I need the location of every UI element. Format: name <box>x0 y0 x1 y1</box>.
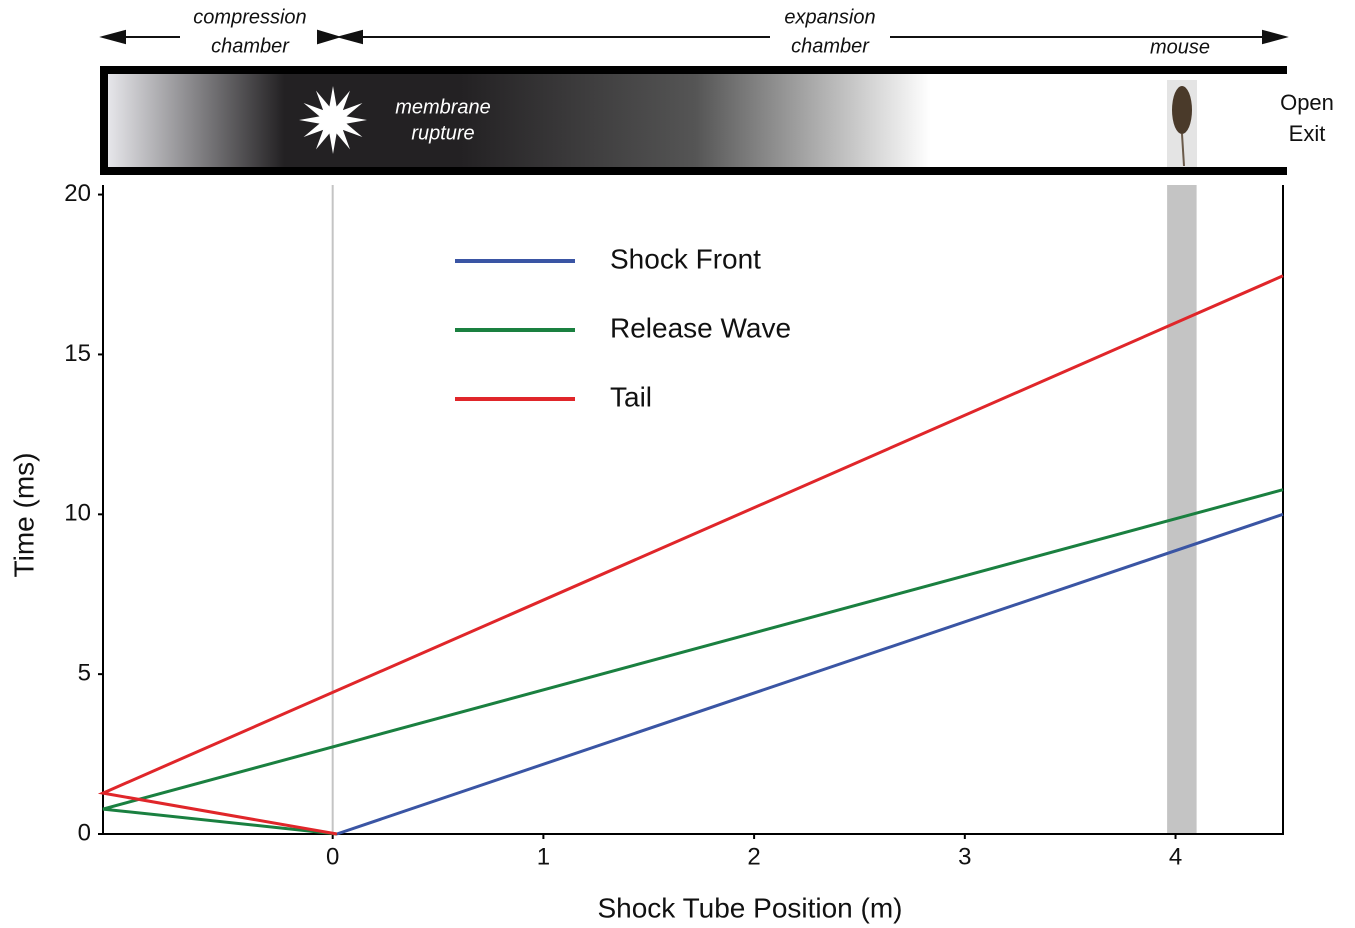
expansion-label: chamber <box>791 35 870 57</box>
y-tick-label: 5 <box>78 659 91 686</box>
chart: compression chamber expansion chamber mo… <box>0 0 1355 928</box>
x-tick-label: 2 <box>747 843 760 870</box>
x-tick-label: 1 <box>537 843 550 870</box>
compression-label: compression <box>193 6 306 28</box>
axis-frame <box>103 185 1283 834</box>
y-tick-label: 10 <box>64 500 91 527</box>
y-axis-title: Time (ms) <box>8 453 39 578</box>
mouse-label: mouse <box>1150 36 1210 58</box>
mouse-band <box>1167 185 1197 834</box>
legend-label: Shock Front <box>610 243 761 274</box>
y-tick-label: 0 <box>78 819 91 846</box>
x-axis-title: Shock Tube Position (m) <box>597 892 902 923</box>
rupture-label: membrane <box>395 96 491 118</box>
exit-label: Open <box>1280 90 1334 115</box>
y-tick-label: 15 <box>64 340 91 367</box>
series-line <box>103 276 1283 834</box>
y-tick-label: 20 <box>64 180 91 207</box>
tube-gradient <box>108 74 1287 167</box>
mouse-icon <box>1172 86 1192 134</box>
compression-label: chamber <box>211 35 290 57</box>
x-tick-label: 3 <box>958 843 971 870</box>
series-line <box>103 490 1283 834</box>
x-tick-label: 4 <box>1169 843 1182 870</box>
legend-label: Release Wave <box>610 312 791 343</box>
series-line <box>337 514 1283 834</box>
expansion-label: expansion <box>784 6 875 28</box>
exit-label: Exit <box>1289 121 1326 146</box>
x-tick-label: 0 <box>326 843 339 870</box>
rupture-label: rupture <box>411 122 474 144</box>
legend-label: Tail <box>610 381 652 412</box>
page: compression chamber expansion chamber mo… <box>0 0 1355 928</box>
